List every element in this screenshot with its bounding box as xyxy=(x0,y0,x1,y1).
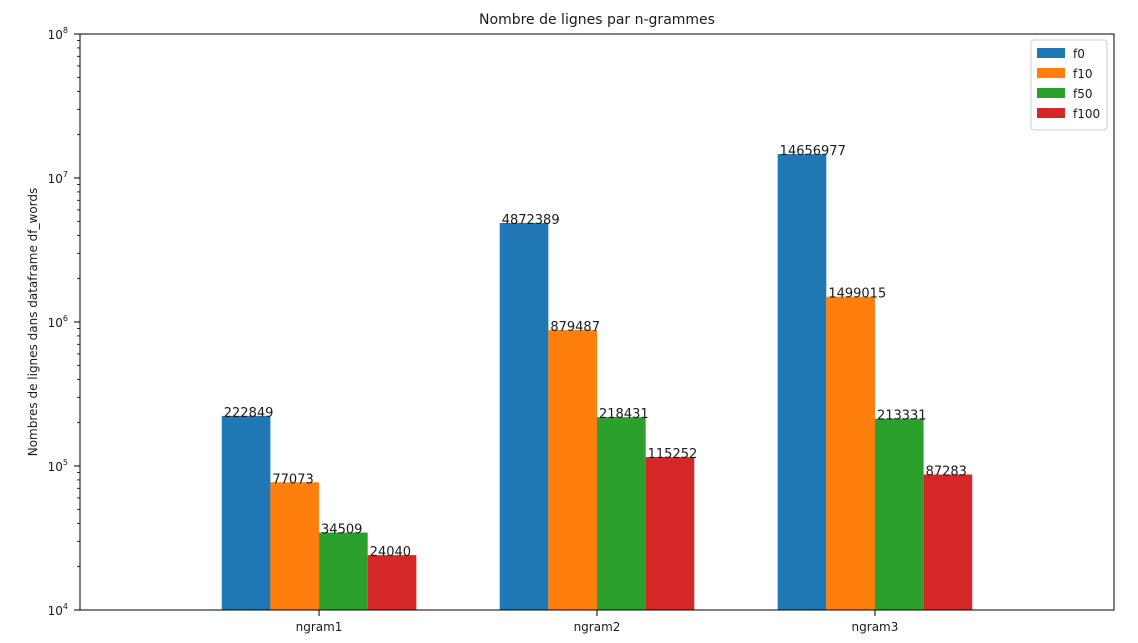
bar-value-label: 1499015 xyxy=(828,287,886,302)
bar-f50-ngram2 xyxy=(597,417,646,610)
y-tick-exponent: 4 xyxy=(63,602,68,611)
bar-value-label: 213331 xyxy=(877,409,927,424)
y-tick-base: 10 xyxy=(48,316,63,330)
legend-swatch-f10 xyxy=(1037,68,1065,78)
y-tick-base: 10 xyxy=(48,460,63,474)
bar-value-label: 77073 xyxy=(272,472,313,487)
legend-label: f0 xyxy=(1073,47,1085,61)
bar-f50-ngram3 xyxy=(874,418,924,610)
bar-f100-ngram2 xyxy=(645,457,695,610)
plot-frame xyxy=(79,33,1115,611)
bar-value-label: 34509 xyxy=(321,523,362,538)
legend-label: f10 xyxy=(1073,67,1093,81)
bar-f10-ngram1 xyxy=(270,482,320,610)
x-tick-label: ngram2 xyxy=(574,620,621,634)
y-tick-exponent: 7 xyxy=(63,170,68,179)
legend-swatch-f0 xyxy=(1037,48,1065,58)
x-axis-ticks: ngram1 ngram2 ngram3 xyxy=(296,610,899,634)
y-tick-base: 10 xyxy=(48,172,63,186)
chart-title: Nombre de lignes par n-grammes xyxy=(479,12,715,28)
y-tick-exponent: 6 xyxy=(63,314,68,323)
legend-label: f100 xyxy=(1073,107,1100,121)
bar-f10-ngram2 xyxy=(548,330,597,610)
y-tick-base: 10 xyxy=(48,28,63,42)
bars-group xyxy=(221,154,973,611)
bar-f50-ngram1 xyxy=(319,532,368,610)
y-tick-label: 107 xyxy=(48,170,68,186)
bar-labels-group: 222849 4872389 14656977 77073 879487 1499015 3… xyxy=(224,144,967,560)
bar-value-label: 218431 xyxy=(599,407,649,422)
bar-value-label: 879487 xyxy=(550,320,600,335)
legend-label: f50 xyxy=(1073,87,1093,101)
bar-value-label: 87283 xyxy=(926,465,967,480)
y-tick-exponent: 8 xyxy=(63,26,68,35)
legend-swatch-f50 xyxy=(1037,88,1065,98)
bar-value-label: 222849 xyxy=(224,406,274,421)
bar-value-label: 4872389 xyxy=(502,213,560,228)
y-axis-label: Nombres de lignes dans dataframe df_word… xyxy=(26,188,40,457)
y-tick-label: 106 xyxy=(48,314,68,330)
legend-swatch-f100 xyxy=(1037,108,1065,118)
legend: f0 f10 f50 f100 xyxy=(1030,39,1108,131)
x-tick-label: ngram1 xyxy=(296,620,343,634)
bar-f0-ngram3 xyxy=(777,154,827,610)
legend-frame xyxy=(1030,39,1108,131)
bar-value-label: 115252 xyxy=(648,447,698,462)
bar-f0-ngram1 xyxy=(221,415,271,610)
y-tick-label: 108 xyxy=(48,26,68,42)
bar-f100-ngram3 xyxy=(923,474,973,610)
y-tick-exponent: 5 xyxy=(63,458,68,467)
y-tick-base: 10 xyxy=(48,604,63,618)
y-tick-label: 105 xyxy=(48,458,68,474)
bar-f0-ngram2 xyxy=(499,222,549,611)
bar-value-label: 14656977 xyxy=(780,144,846,159)
bar-f10-ngram3 xyxy=(826,296,875,610)
y-tick-label: 104 xyxy=(48,602,68,618)
bar-f100-ngram1 xyxy=(367,555,417,610)
bar-value-label: 24040 xyxy=(370,545,411,560)
x-tick-label: ngram3 xyxy=(852,620,899,634)
